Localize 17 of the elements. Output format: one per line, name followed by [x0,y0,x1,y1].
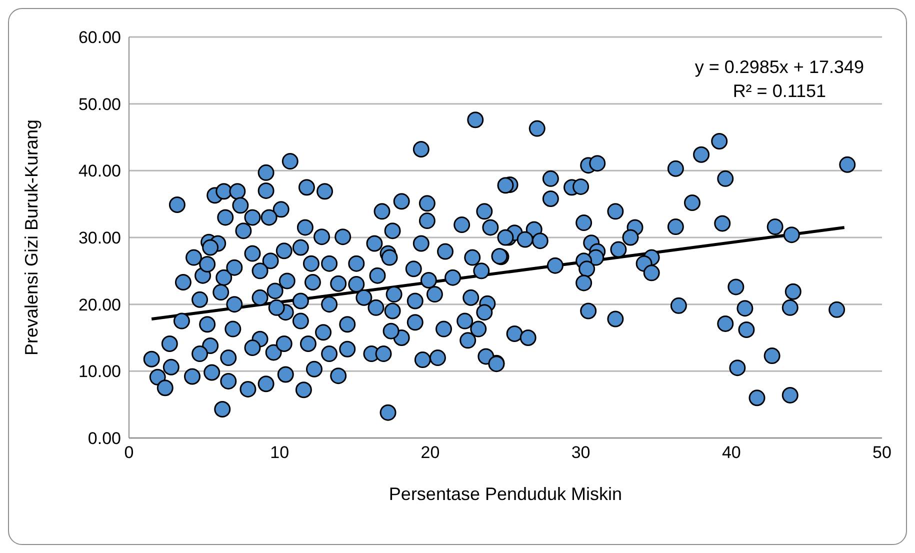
x-tick-label: 50 [872,443,892,462]
annotation: y = 0.2985x + 17.349 [694,56,864,79]
y-tick-label: 0.00 [88,429,121,448]
x-tick-label: 30 [571,443,590,462]
x-axis-title: Persentase Penduduk Miskin [388,484,622,504]
y-tick-label: 20.00 [78,295,121,314]
x-tick-label: 0 [124,443,134,462]
x-tick-label: 20 [420,443,440,462]
x-tick-label: 40 [722,443,741,462]
y-tick-label: 50.00 [78,94,121,114]
annotation: R² = 0.1151 [732,80,828,103]
y-tick-label: 60.00 [78,28,121,48]
y-tick-label: 40.00 [78,162,121,181]
y-axis-title: Prevalensi Gizi Buruk-Kurang [21,119,42,356]
y-tick-label: 10.00 [78,362,121,382]
y-tick-label: 30.00 [78,228,121,248]
x-tick-label: 10 [270,443,290,462]
